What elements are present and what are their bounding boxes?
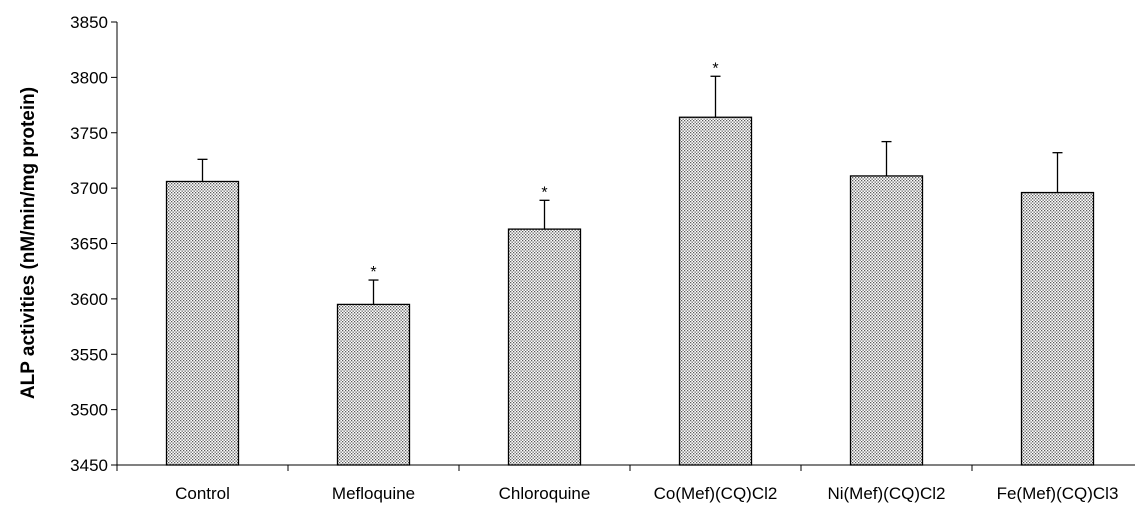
x-category-label: Chloroquine (499, 484, 591, 503)
x-category-label: Ni(Mef)(CQ)Cl2 (827, 484, 945, 503)
error-bar (1052, 152, 1063, 193)
error-bar (539, 199, 550, 230)
y-tick-label: 3700 (70, 179, 108, 198)
error-bars (197, 75, 1063, 305)
bars (165, 116, 1095, 466)
significance-markers: * * * (370, 60, 718, 281)
y-axis-label: ALP activities (nM/min/mg protein) (18, 87, 39, 399)
bar (849, 175, 924, 466)
significance-marker: * (712, 60, 718, 77)
x-axis (116, 464, 1135, 471)
y-tick-label: 3500 (70, 401, 108, 420)
category-labels: Control Mefloquine Chloroquine Co(Mef)(CQ)C… (175, 484, 1118, 503)
y-tick-label: 3650 (70, 235, 108, 254)
error-bar (881, 140, 892, 176)
x-category-label: Fe(Mef)(CQ)Cl3 (997, 484, 1119, 503)
bar (336, 303, 411, 466)
x-category-label: Control (175, 484, 230, 503)
bar (1020, 191, 1095, 466)
y-tick-label: 3550 (70, 345, 108, 364)
error-bar (710, 75, 721, 118)
x-category-label: Co(Mef)(CQ)Cl2 (654, 484, 778, 503)
significance-marker: * (370, 264, 376, 281)
y-tick-label: 3600 (70, 290, 108, 309)
bar (165, 180, 240, 466)
x-category-label: Mefloquine (332, 484, 415, 503)
bar (678, 116, 753, 466)
error-bar (197, 158, 208, 182)
y-tick-label: 3450 (70, 456, 108, 475)
y-tick-label: 3850 (70, 13, 108, 32)
y-tick-label: 3750 (70, 124, 108, 143)
y-tick-label: 3800 (70, 68, 108, 87)
error-bar (368, 279, 379, 305)
y-axis: 3450 3500 3550 3600 3650 3700 3750 3800 3850 (70, 13, 118, 475)
bar (507, 228, 582, 466)
significance-marker: * (541, 184, 547, 201)
